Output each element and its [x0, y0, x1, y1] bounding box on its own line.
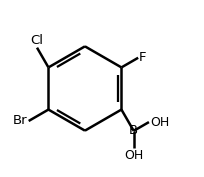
Text: OH: OH	[149, 116, 168, 129]
Text: Br: Br	[13, 115, 28, 127]
Text: Cl: Cl	[30, 34, 43, 47]
Text: B: B	[129, 124, 138, 137]
Text: OH: OH	[123, 149, 143, 162]
Text: F: F	[138, 51, 146, 64]
